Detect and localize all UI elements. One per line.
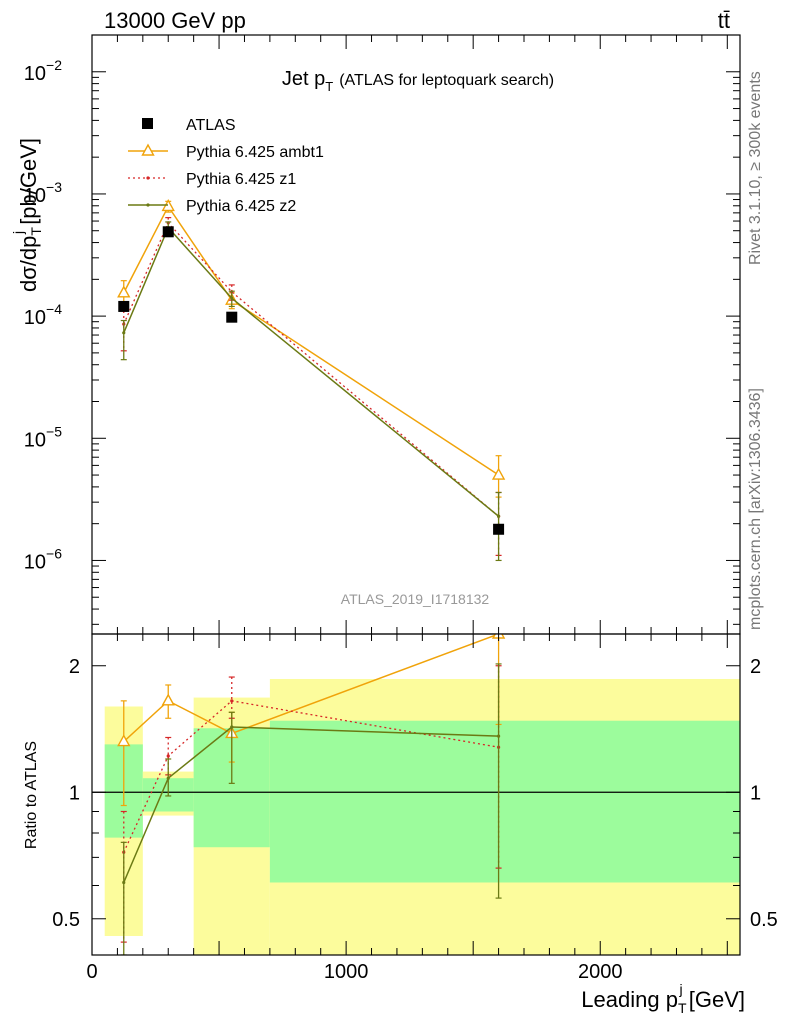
legend-label: Pythia 6.425 ambt1 bbox=[186, 144, 324, 161]
atlas-data-point bbox=[162, 226, 174, 238]
band-inner bbox=[269, 720, 740, 883]
legend-marker bbox=[141, 143, 155, 156]
rivet-version-label: Rivet 3.1.10, ≥ 300k events bbox=[747, 71, 764, 265]
legend-item: Pythia 6.425 ambt1 bbox=[128, 143, 324, 161]
y-tick-base: 10 bbox=[24, 551, 46, 573]
y-tick-base: 10 bbox=[24, 429, 46, 451]
legend-marker bbox=[142, 118, 153, 129]
data-point bbox=[230, 725, 234, 729]
legend-label: Pythia 6.425 z2 bbox=[186, 198, 296, 215]
data-point bbox=[166, 776, 170, 780]
ratio-y-tick-label: 2 bbox=[69, 656, 80, 678]
y-tick-label: 10−3 bbox=[24, 179, 62, 207]
y-tick-base: 10 bbox=[24, 185, 46, 207]
x-tick-label: 1000 bbox=[324, 961, 369, 983]
y-tick-label: 10−6 bbox=[24, 545, 62, 573]
atlas-data-point bbox=[226, 311, 238, 323]
xlabel: Leading pTj [GeV] bbox=[581, 981, 745, 1016]
uncertainty-bands bbox=[104, 678, 740, 955]
y-tick-exp: −4 bbox=[46, 301, 62, 317]
data-point bbox=[161, 693, 175, 706]
y-tick-exp: −5 bbox=[46, 423, 62, 439]
legend-marker bbox=[146, 203, 150, 207]
atlas-data-point bbox=[118, 300, 130, 312]
legend-marker bbox=[146, 176, 150, 180]
y-tick-exp: −6 bbox=[46, 545, 62, 561]
series-line bbox=[123, 226, 500, 517]
ratio-y-tick-label: 0.5 bbox=[52, 909, 80, 931]
data-point bbox=[117, 734, 131, 747]
legend: ATLAS Pythia 6.425 ambt1 Pythia 6.425 z1 Py… bbox=[128, 117, 324, 215]
series-line bbox=[123, 204, 499, 476]
series-pythia-6-425-z2 bbox=[120, 663, 502, 955]
y-tick-label: 10−5 bbox=[24, 423, 62, 451]
series-pythia-6-425-z2 bbox=[120, 221, 502, 562]
y-tick-exp: −2 bbox=[46, 57, 62, 73]
ratio-y-tick-label-right: 0.5 bbox=[750, 909, 778, 931]
data-point bbox=[122, 880, 126, 885]
series-line bbox=[123, 221, 500, 517]
y-tick-base: 10 bbox=[24, 307, 46, 329]
ratio-y-tick-label-right: 2 bbox=[750, 656, 761, 678]
legend-label: Pythia 6.425 z1 bbox=[186, 171, 296, 188]
data-point bbox=[117, 285, 131, 298]
data-point bbox=[230, 699, 234, 703]
series-line bbox=[123, 700, 499, 853]
y-tick-exp: −3 bbox=[46, 179, 62, 195]
series-pythia-6-425-ambt1 bbox=[117, 198, 506, 498]
data-point bbox=[491, 467, 506, 480]
main-plot-area: 10−610−510−410−310−2 bbox=[24, 34, 741, 635]
y-tick-label: 10−4 bbox=[24, 301, 62, 329]
data-point bbox=[166, 754, 170, 758]
series-pythia-6-425-z1 bbox=[120, 217, 502, 556]
legend-item: Pythia 6.425 z2 bbox=[128, 198, 296, 215]
data-point bbox=[230, 296, 234, 300]
y-tick-base: 10 bbox=[24, 63, 46, 85]
collision-energy-label: 13000 GeV pp bbox=[104, 8, 246, 33]
main-ylabel: dσ/dpTj [pb/GeV] bbox=[10, 138, 44, 292]
analysis-watermark: ATLAS_2019_I1718132 bbox=[341, 591, 490, 607]
data-point bbox=[496, 514, 501, 518]
legend-label: ATLAS bbox=[186, 117, 236, 134]
ratio-y-tick-label-right: 1 bbox=[750, 782, 761, 804]
legend-item: ATLAS bbox=[142, 117, 236, 134]
x-tick-label: 0 bbox=[86, 961, 97, 983]
series-line bbox=[123, 634, 499, 743]
mcplots-source-label: mcplots.cern.ch [arXiv:1306.3436] bbox=[747, 388, 764, 630]
data-point bbox=[496, 734, 501, 738]
atlas-data-point bbox=[493, 523, 505, 535]
series-line bbox=[123, 726, 499, 883]
legend-item: Pythia 6.425 z1 bbox=[128, 171, 296, 188]
ratio-y-tick-label: 1 bbox=[69, 782, 80, 804]
plot-title: Jet pT (ATLAS for leptoquark search) bbox=[282, 68, 554, 94]
ratio-plot-area: 0 1000 2000 0.5 0.5 1 1 2 2 bbox=[52, 633, 778, 983]
y-tick-label: 10−2 bbox=[24, 57, 62, 85]
ratio-frame bbox=[91, 633, 741, 956]
process-label: tt̄ bbox=[718, 8, 730, 33]
ratio-ylabel: Ratio to ATLAS bbox=[23, 741, 40, 849]
data-point bbox=[122, 331, 126, 335]
x-tick-label: 2000 bbox=[578, 961, 623, 983]
